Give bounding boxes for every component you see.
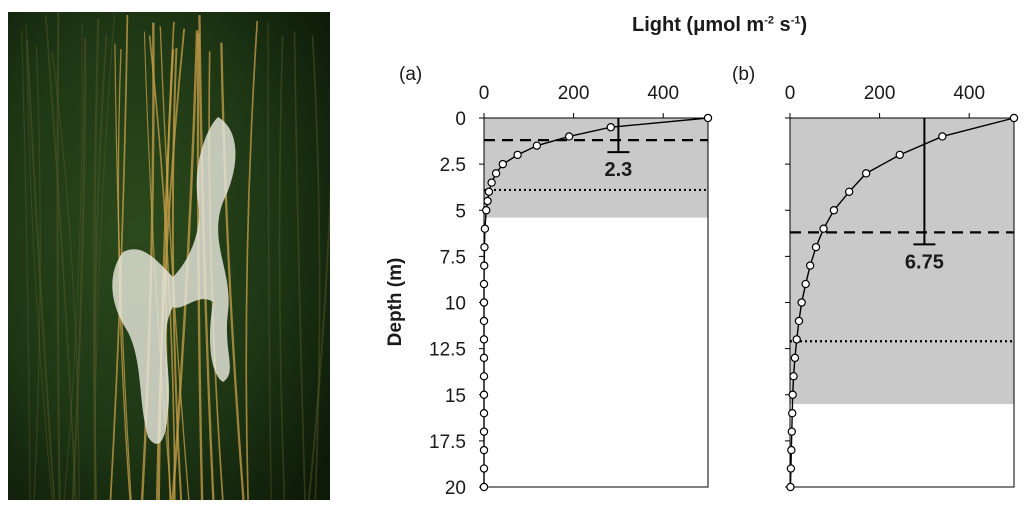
data-point (479, 445, 489, 455)
data-point (792, 335, 801, 344)
data-point (480, 261, 489, 270)
data-point (479, 335, 489, 344)
data-point (564, 132, 574, 141)
y-tick-label: 15 (445, 386, 466, 407)
kelp-stipe (33, 45, 41, 500)
bracket-value-label: 2.3 (604, 159, 632, 181)
data-point (787, 445, 796, 455)
data-point (801, 279, 810, 289)
x-tick-label: 200 (864, 83, 896, 104)
y-tick-label: 12.5 (429, 340, 466, 361)
kelp-stipe (245, 20, 259, 500)
data-point (480, 242, 489, 252)
x-tick-label: 0 (785, 83, 796, 104)
kelp-stipe (267, 22, 272, 500)
data-point (938, 132, 947, 141)
data-point (829, 206, 839, 215)
data-point (479, 427, 489, 436)
kelp-stipe (44, 15, 77, 500)
data-point (479, 390, 489, 399)
panel-a: 0 200 400 0 2.5 5 7.5 10 12.5 15 17.5 20 2.3 (429, 83, 713, 499)
y-tick-label: 0 (455, 109, 466, 130)
y-tick-label: 20 (445, 478, 466, 499)
kelp-stipe (148, 35, 176, 500)
x-tick-label: 400 (647, 83, 679, 104)
kelp-stipe (21, 29, 31, 500)
data-point (532, 141, 542, 150)
y-tick-label: 17.5 (429, 432, 466, 453)
kelp-stipe (307, 183, 330, 500)
panel-b: 0 200 400 6.75 (785, 83, 1019, 492)
data-point (790, 353, 800, 363)
data-point (794, 316, 804, 326)
x-tick-label: 200 (558, 83, 590, 104)
bracket-value-label: 6.75 (905, 251, 944, 273)
kelp-stipe (71, 38, 87, 500)
data-point (703, 113, 713, 123)
panel-a-label: (a) (399, 64, 423, 85)
data-point (811, 242, 821, 252)
data-point (498, 159, 508, 169)
kelp-stipe (159, 26, 190, 500)
data-point (1009, 113, 1019, 123)
data-point (487, 178, 496, 187)
kelp-stipe (25, 24, 53, 500)
y-tick-label: 10 (445, 294, 466, 315)
kelp-stipe (94, 13, 116, 500)
kelp-stipe (220, 42, 245, 500)
kelp-stipe (51, 50, 80, 500)
data-point (789, 372, 798, 381)
kelp-stipe (63, 22, 83, 500)
y-tick-label: 7.5 (440, 247, 466, 268)
kelp-stipe (93, 18, 100, 500)
kelp-stipe (311, 35, 321, 500)
data-point (797, 298, 806, 307)
data-point (788, 409, 797, 418)
data-point (484, 187, 494, 196)
data-point (479, 409, 489, 418)
shaded-region (790, 118, 1014, 404)
x-tick-label: 400 (953, 83, 985, 104)
data-point (895, 150, 904, 160)
x-tick-label: 0 (479, 83, 490, 104)
data-point (861, 169, 871, 178)
panel-b-label: (b) (732, 64, 756, 85)
chart-title: Light (μmol m-2 s-1) (632, 14, 808, 36)
kelp-stipe (56, 12, 61, 500)
data-point (479, 353, 489, 363)
data-point (786, 482, 795, 492)
data-point (479, 482, 489, 492)
data-point (844, 187, 854, 196)
data-point (805, 261, 815, 270)
data-point (606, 123, 615, 132)
y-tick-label: 2.5 (440, 155, 466, 176)
data-point (787, 427, 796, 436)
data-point (479, 316, 489, 326)
data-point (788, 390, 797, 399)
data-point (479, 464, 489, 473)
data-point (819, 224, 828, 233)
shaded-region (484, 118, 708, 218)
data-point (482, 206, 491, 215)
kelp-photo-drawing (8, 12, 330, 500)
egg-mass (112, 117, 236, 444)
data-point (479, 279, 489, 289)
water-background (8, 12, 330, 500)
data-point (513, 150, 522, 160)
kelp-stipe (94, 34, 108, 500)
data-point (483, 196, 492, 206)
data-point (786, 464, 796, 473)
y-tick-label: 5 (455, 201, 466, 222)
data-point (480, 224, 490, 233)
kelp-stipe (278, 36, 286, 500)
kelp-stipe (26, 39, 56, 500)
kelp-stipe (293, 31, 306, 500)
data-point (479, 372, 489, 381)
kelp-photo (8, 12, 330, 500)
data-point (479, 298, 489, 307)
data-point (491, 169, 501, 178)
